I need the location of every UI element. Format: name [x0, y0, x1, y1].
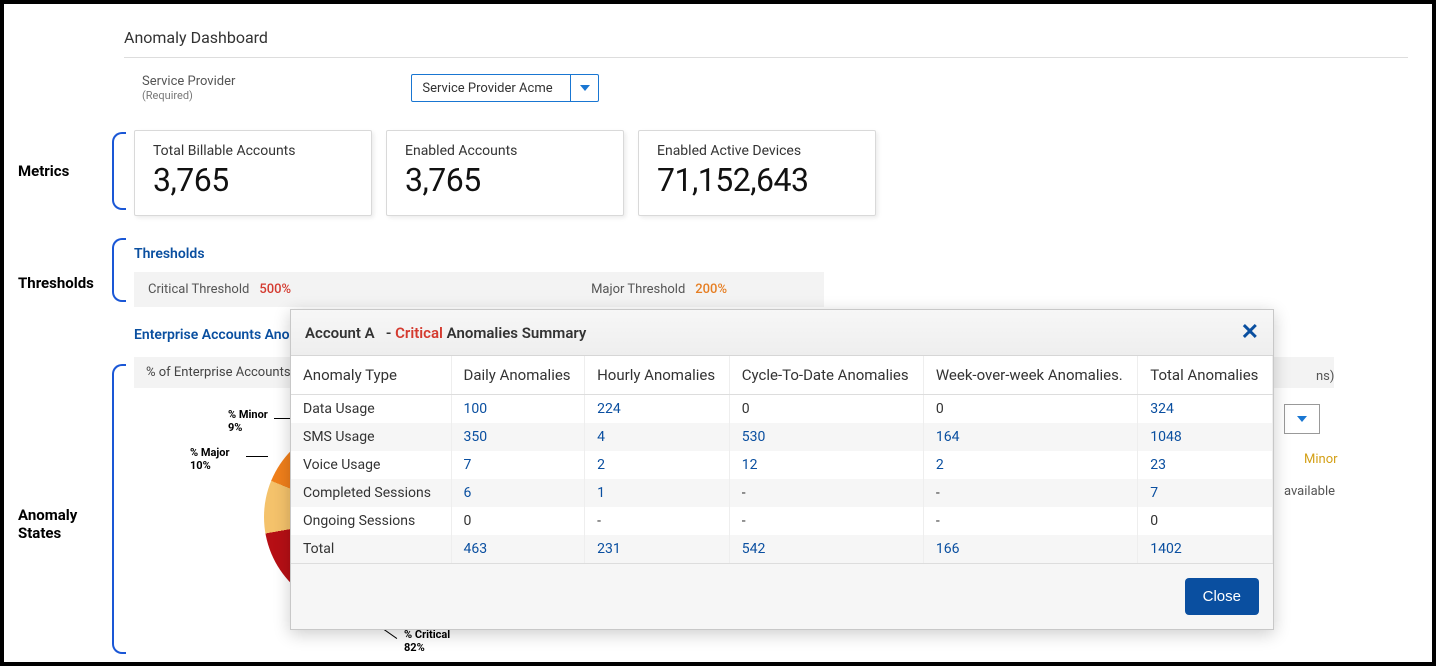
table-row: SMS Usage35045301641048 — [291, 423, 1273, 451]
anomaly-type-cell: Completed Sessions — [291, 479, 451, 507]
anomaly-value-cell: 0 — [451, 507, 585, 535]
anomaly-value-cell[interactable]: 100 — [451, 395, 585, 424]
anomaly-value-cell: - — [729, 507, 923, 535]
anomalies-table: Anomaly TypeDaily AnomaliesHourly Anomal… — [291, 356, 1273, 563]
metric-value: 3,765 — [153, 161, 353, 199]
modal-title: Account A - Critical Anomalies Summary — [305, 324, 586, 342]
anomaly-value-cell: - — [923, 479, 1137, 507]
anomaly-value-cell[interactable]: 12 — [729, 451, 923, 479]
anomaly-value-cell[interactable]: 2 — [923, 451, 1137, 479]
anomaly-value-cell[interactable]: 6 — [451, 479, 585, 507]
anomaly-value-cell[interactable]: 7 — [1138, 479, 1273, 507]
metric-title: Enabled Accounts — [405, 143, 605, 159]
page-title: Anomaly Dashboard — [124, 28, 1408, 58]
right-available-text: available — [1284, 484, 1335, 499]
metric-title: Total Billable Accounts — [153, 143, 353, 159]
side-label-anomaly2: States — [18, 524, 61, 542]
pie-label-minor: % Minor9% — [228, 408, 268, 434]
table-header-cell: Daily Anomalies — [451, 356, 585, 395]
table-header-cell: Total Anomalies — [1138, 356, 1273, 395]
anomaly-value-cell[interactable]: 164 — [923, 423, 1137, 451]
service-provider-row: Service Provider (Required) Service Prov… — [124, 58, 1432, 106]
table-row: Total4632315421661402 — [291, 535, 1273, 563]
major-threshold-label: Major Threshold — [591, 282, 685, 297]
anomaly-value-cell: 0 — [729, 395, 923, 424]
brace-anomaly — [112, 364, 126, 654]
anomaly-value-cell[interactable]: 23 — [1138, 451, 1273, 479]
metric-card-enabled: Enabled Accounts 3,765 — [386, 130, 624, 216]
anomaly-type-cell: Voice Usage — [291, 451, 451, 479]
anomaly-value-cell[interactable]: 7 — [451, 451, 585, 479]
table-body: Data Usage10022400324SMS Usage3504530164… — [291, 395, 1273, 564]
critical-threshold-label: Critical Threshold — [148, 282, 249, 297]
chevron-down-icon — [580, 85, 590, 91]
anomaly-type-cell: Ongoing Sessions — [291, 507, 451, 535]
anomaly-value-cell[interactable]: 350 — [451, 423, 585, 451]
critical-threshold-value: 500% — [259, 282, 291, 297]
pie-label-major: % Major10% — [190, 446, 229, 472]
anomaly-value-cell: - — [585, 507, 730, 535]
anomaly-value-cell[interactable]: 1402 — [1138, 535, 1273, 563]
anomaly-type-cell: Total — [291, 535, 451, 563]
metric-value: 71,152,643 — [657, 161, 857, 199]
anomaly-value-cell[interactable]: 1 — [585, 479, 730, 507]
brace-thresholds — [112, 238, 126, 302]
major-threshold-value: 200% — [695, 282, 727, 297]
table-header-row: Anomaly TypeDaily AnomaliesHourly Anomal… — [291, 356, 1273, 395]
table-header-cell: Week-over-week Anomalies. — [923, 356, 1137, 395]
anomaly-value-cell[interactable]: 463 — [451, 535, 585, 563]
anomaly-value-cell[interactable]: 224 — [585, 395, 730, 424]
metrics-row: Total Billable Accounts 3,765 Enabled Ac… — [134, 130, 1432, 216]
modal-header: Account A - Critical Anomalies Summary ✕ — [291, 310, 1273, 356]
service-provider-label: Service Provider — [142, 74, 235, 89]
anomaly-value-cell[interactable]: 231 — [585, 535, 730, 563]
side-label-anomaly1: Anomaly — [18, 506, 77, 524]
metric-card-billable: Total Billable Accounts 3,765 — [134, 130, 372, 216]
anomaly-value-cell: - — [923, 507, 1137, 535]
side-label-metrics: Metrics — [18, 162, 69, 180]
anomaly-value-cell[interactable]: 2 — [585, 451, 730, 479]
anomaly-type-cell: Data Usage — [291, 395, 451, 424]
table-row: Completed Sessions61--7 — [291, 479, 1273, 507]
anomaly-value-cell[interactable]: 530 — [729, 423, 923, 451]
pie-label-critical: % Critical82% — [404, 628, 450, 654]
anomaly-value-cell: - — [729, 479, 923, 507]
right-dropdown-hint[interactable] — [1284, 404, 1320, 434]
close-icon[interactable]: ✕ — [1241, 320, 1259, 345]
thresholds-heading: Thresholds — [134, 246, 1432, 262]
leader-major — [246, 456, 268, 457]
right-ns-text: ns) — [1316, 369, 1334, 384]
brace-metrics — [112, 132, 126, 210]
metric-title: Enabled Active Devices — [657, 143, 857, 159]
table-header-cell: Hourly Anomalies — [585, 356, 730, 395]
service-provider-dropdown-button[interactable] — [570, 75, 598, 101]
table-header-cell: Cycle-To-Date Anomalies — [729, 356, 923, 395]
anomaly-value-cell[interactable]: 4 — [585, 423, 730, 451]
metric-value: 3,765 — [405, 161, 605, 199]
anomaly-value-cell: 0 — [1138, 507, 1273, 535]
anomaly-value-cell: 0 — [923, 395, 1137, 424]
anomaly-type-cell: SMS Usage — [291, 423, 451, 451]
anomaly-value-cell[interactable]: 324 — [1138, 395, 1273, 424]
table-row: Ongoing Sessions0---0 — [291, 507, 1273, 535]
close-button[interactable]: Close — [1185, 578, 1259, 615]
anomaly-value-cell[interactable]: 1048 — [1138, 423, 1273, 451]
table-header-cell: Anomaly Type — [291, 356, 451, 395]
anomaly-value-cell[interactable]: 166 — [923, 535, 1137, 563]
service-provider-required: (Required) — [142, 89, 235, 102]
anomalies-summary-modal: Account A - Critical Anomalies Summary ✕… — [290, 309, 1274, 630]
modal-footer: Close — [291, 563, 1273, 629]
chevron-down-icon — [1297, 416, 1307, 422]
service-provider-select[interactable]: Service Provider Acme — [411, 74, 599, 102]
metric-card-devices: Enabled Active Devices 71,152,643 — [638, 130, 876, 216]
thresholds-bar: Critical Threshold 500% Major Threshold … — [134, 272, 824, 307]
anomaly-value-cell[interactable]: 542 — [729, 535, 923, 563]
service-provider-selected: Service Provider Acme — [412, 81, 570, 96]
table-row: Voice Usage7212223 — [291, 451, 1273, 479]
table-row: Data Usage10022400324 — [291, 395, 1273, 424]
side-label-thresholds: Thresholds — [18, 274, 94, 292]
legend-minor: Minor — [1304, 452, 1338, 467]
